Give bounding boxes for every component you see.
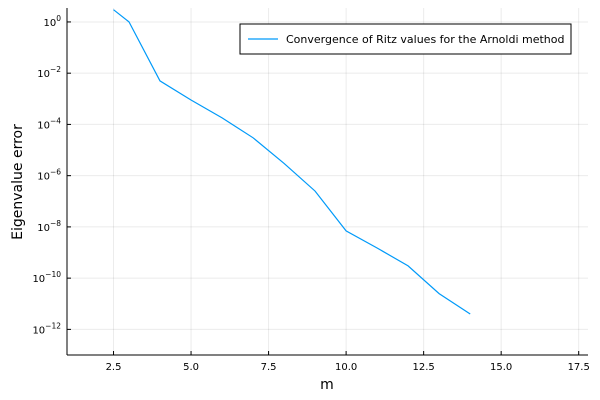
x-tick-label: 17.5 — [568, 362, 590, 373]
y-tick-label: 10−4 — [37, 116, 61, 131]
y-tick-label: 10−2 — [37, 65, 61, 80]
y-tick-base: 10 — [32, 274, 45, 285]
legend-box — [239, 23, 572, 55]
x-tick-label: 7.5 — [261, 362, 277, 373]
y-axis-title: Eigenvalue error — [10, 124, 26, 240]
y-tick-base: 10 — [43, 18, 56, 29]
x-tick-label: 12.5 — [413, 362, 435, 373]
x-tick-label: 10.0 — [335, 362, 357, 373]
y-tick-label: 10−8 — [37, 219, 61, 234]
y-tick-exponent: −8 — [50, 219, 61, 228]
x-tick-label: 5.0 — [183, 362, 199, 373]
y-tick-label: 100 — [43, 14, 61, 29]
y-tick-label: 10−10 — [32, 270, 61, 285]
y-tick-exponent: 0 — [56, 14, 61, 23]
y-tick-exponent: −10 — [45, 270, 61, 279]
y-tick-label: 10−12 — [32, 321, 61, 336]
y-tick-exponent: −2 — [50, 65, 61, 74]
y-tick-base: 10 — [37, 223, 50, 234]
series-layer — [113, 9, 471, 315]
y-tick-exponent: −12 — [45, 321, 61, 330]
y-tick-base: 10 — [37, 172, 50, 183]
y-tick-base: 10 — [37, 120, 50, 131]
y-tick-exponent: −6 — [50, 168, 61, 177]
legend-label: Convergence of Ritz values for the Arnol… — [286, 33, 564, 46]
y-tick-base: 10 — [37, 69, 50, 80]
series-line — [113, 9, 471, 315]
grid — [67, 8, 588, 355]
y-tick-base: 10 — [32, 325, 45, 336]
axes — [66, 8, 588, 356]
x-ticks: 2.5 5.0 7.5 10.0 12.5 15.0 17.5 — [106, 351, 590, 373]
x-tick-label: 15.0 — [490, 362, 512, 373]
x-tick-label: 2.5 — [106, 362, 122, 373]
legend: Convergence of Ritz values for the Arnol… — [239, 23, 572, 55]
x-axis-title: m — [320, 377, 334, 393]
y-tick-exponent: −4 — [50, 116, 61, 125]
y-tick-label: 10−6 — [37, 168, 61, 183]
